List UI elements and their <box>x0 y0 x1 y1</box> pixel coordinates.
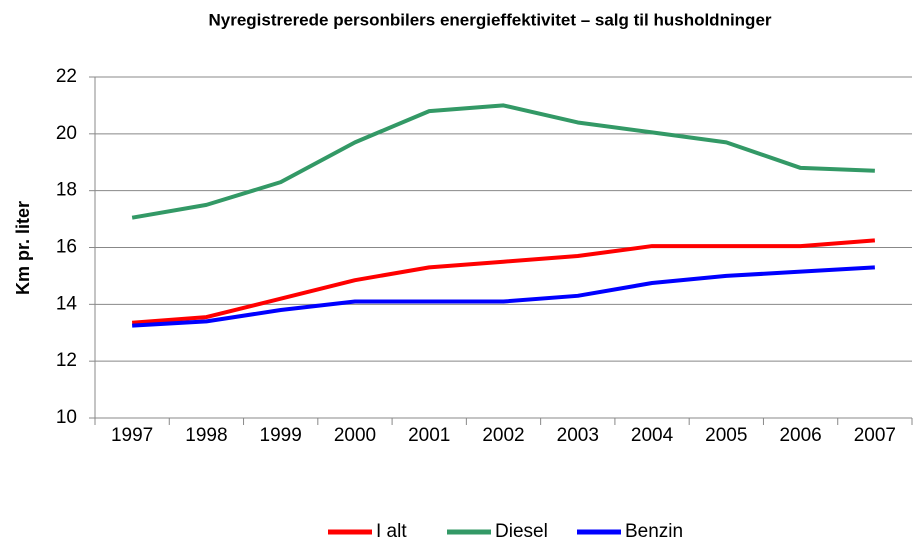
y-tick-label: 22 <box>56 66 77 87</box>
y-tick-label: 10 <box>56 407 77 428</box>
chart-title: Nyregistrerede personbilers energieffekt… <box>208 10 771 29</box>
y-tick-label: 16 <box>56 237 77 258</box>
x-tick-label: 2003 <box>557 425 599 446</box>
line-series <box>131 238 876 325</box>
x-tick-label: 2006 <box>779 425 821 446</box>
legend-label: Diesel <box>495 521 548 542</box>
x-tick-label: 2005 <box>705 425 747 446</box>
x-tick-label: 2001 <box>408 425 450 446</box>
y-tick-label: 18 <box>56 180 77 201</box>
legend-label: Benzin <box>625 521 683 542</box>
x-tick-label: 2004 <box>631 425 674 446</box>
x-tick-label: 1999 <box>260 425 302 446</box>
x-tick-label: 2000 <box>334 425 376 446</box>
y-axis-label: Km pr. liter <box>13 201 33 295</box>
y-tick-label: 14 <box>56 293 78 314</box>
y-tick-label: 12 <box>56 350 77 371</box>
x-tick-label: 2007 <box>854 425 896 446</box>
line-series <box>132 265 875 328</box>
x-tick-label: 1997 <box>111 425 153 446</box>
x-tick-label: 1998 <box>185 425 227 446</box>
x-tick-label: 2002 <box>482 425 524 446</box>
line-series <box>131 103 875 220</box>
y-tick-label: 20 <box>56 123 77 144</box>
legend-label: I alt <box>376 521 407 542</box>
